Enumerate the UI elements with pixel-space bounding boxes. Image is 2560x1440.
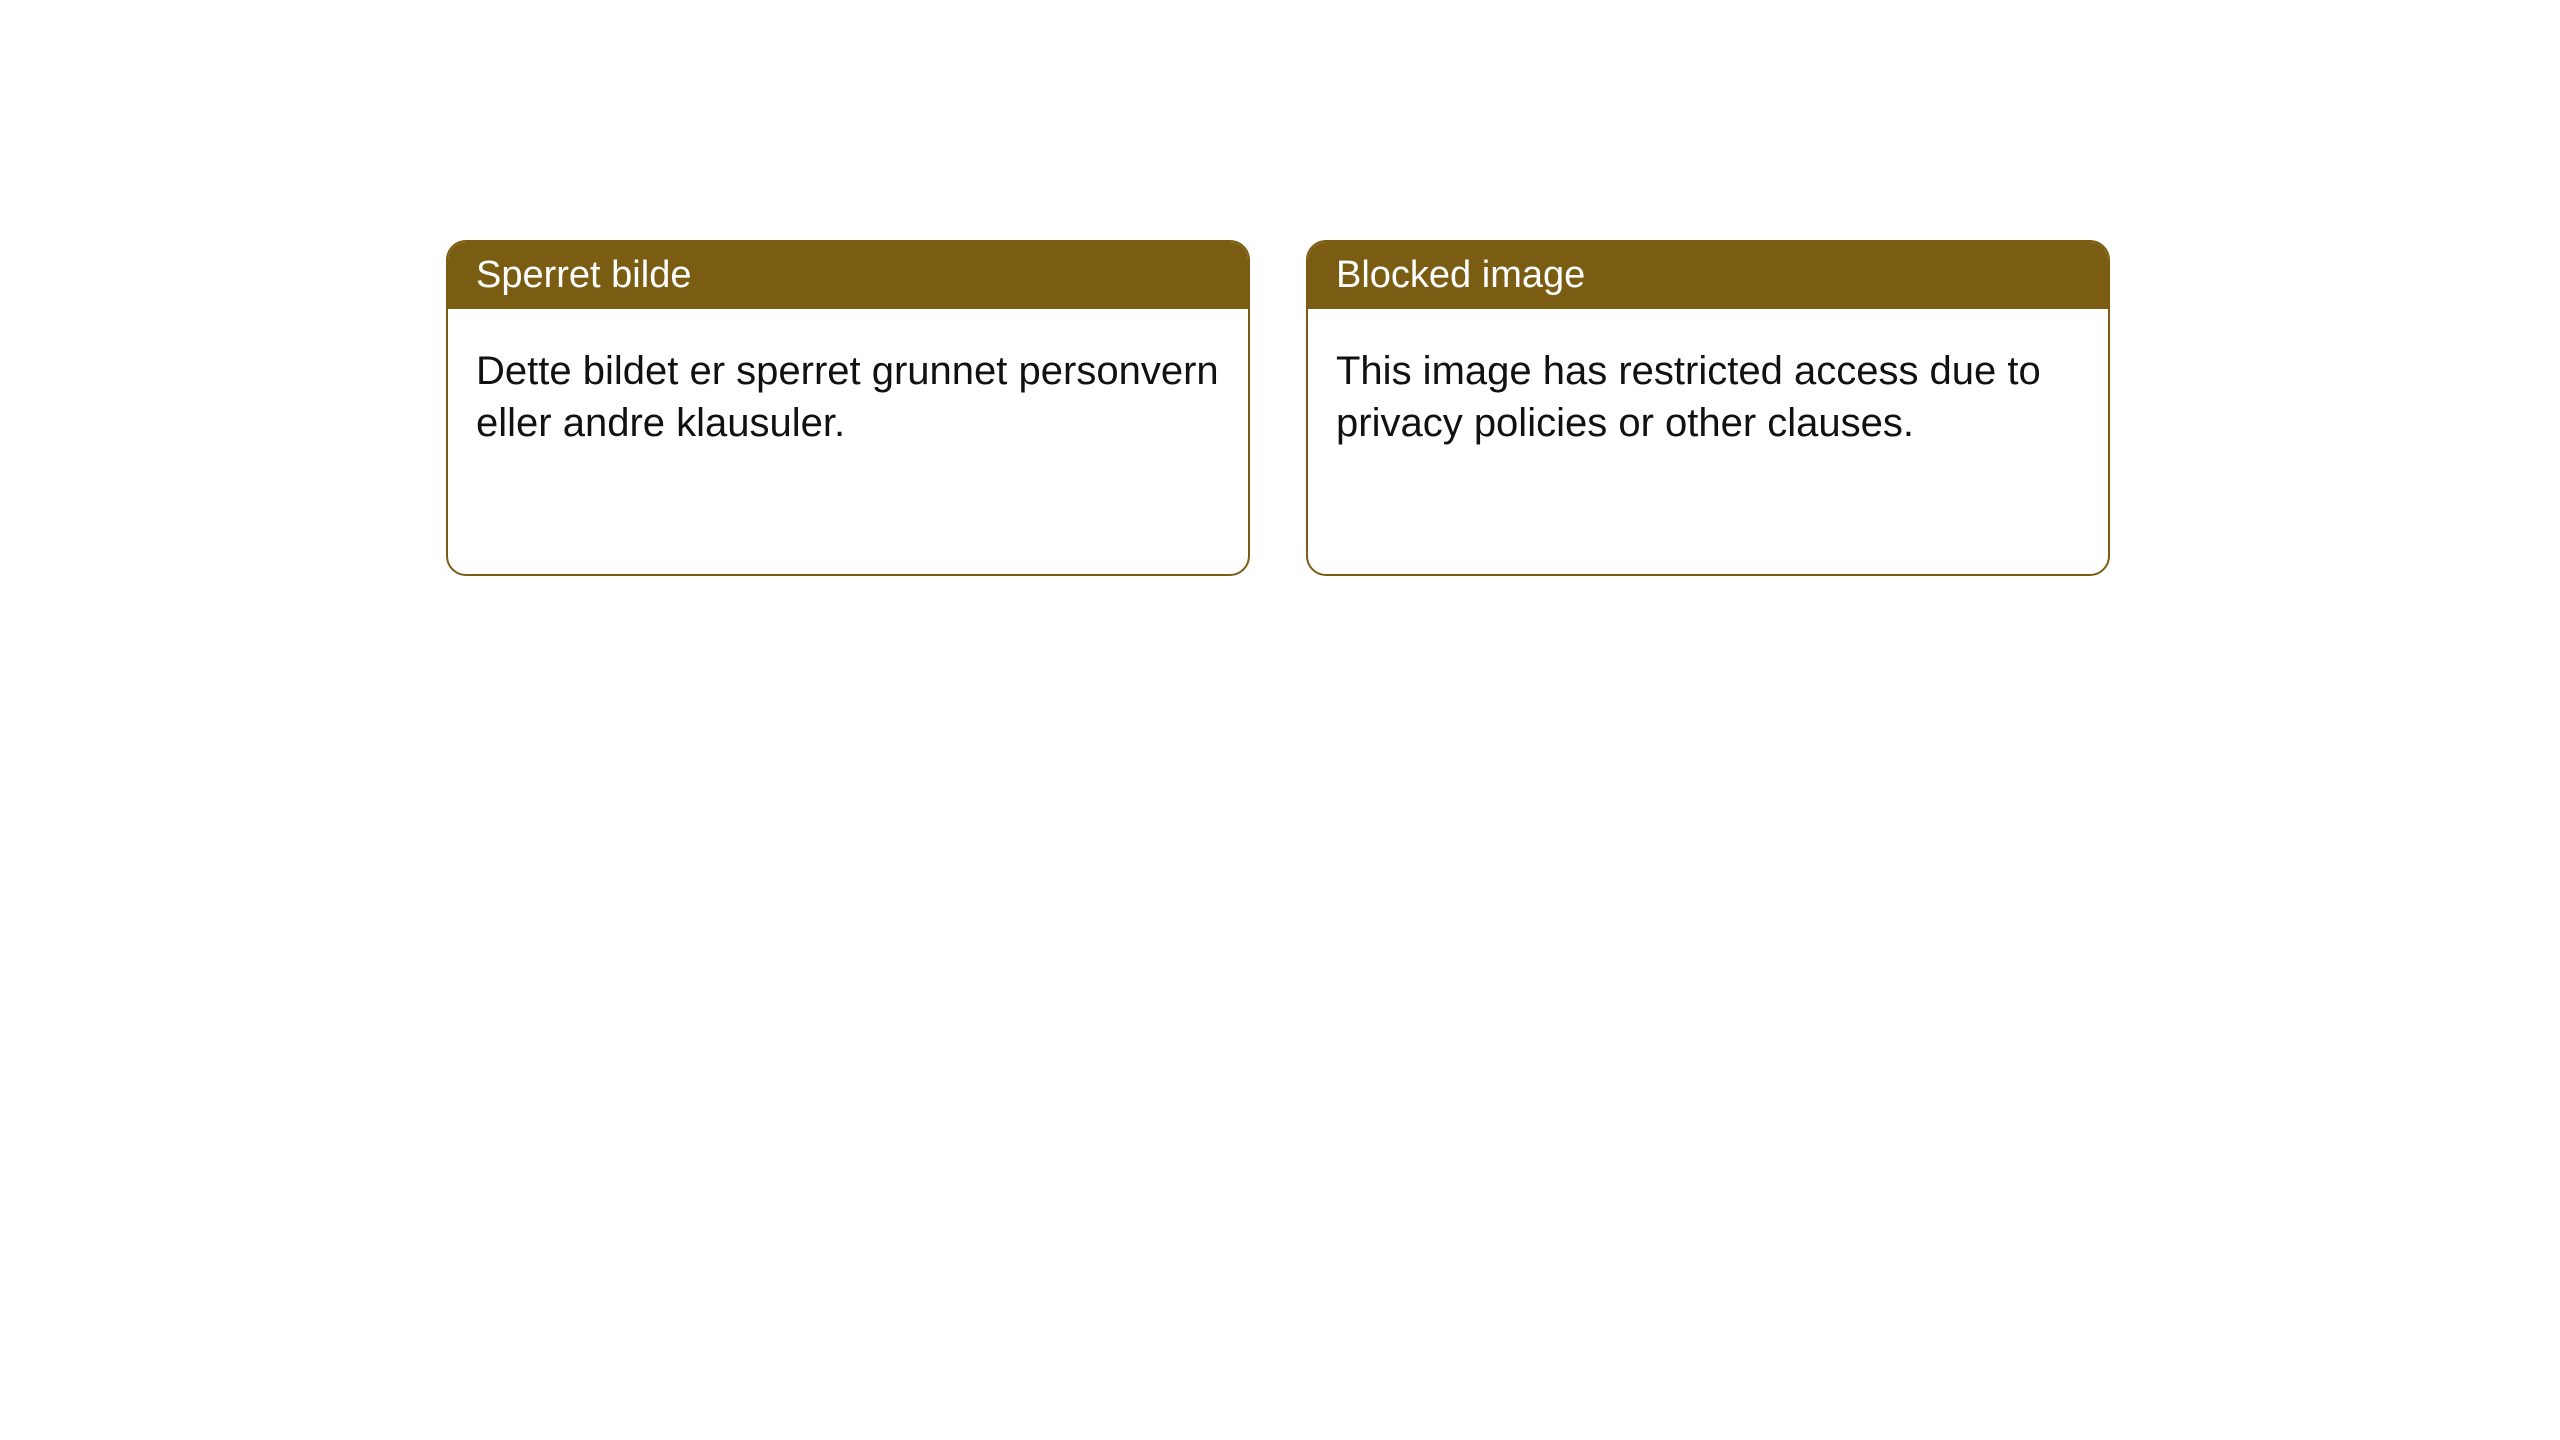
- blocked-image-card-no: Sperret bilde Dette bildet er sperret gr…: [446, 240, 1250, 576]
- cards-container: Sperret bilde Dette bildet er sperret gr…: [0, 0, 2560, 576]
- card-body-en: This image has restricted access due to …: [1308, 309, 2108, 485]
- blocked-image-card-en: Blocked image This image has restricted …: [1306, 240, 2110, 576]
- card-body-no: Dette bildet er sperret grunnet personve…: [448, 309, 1248, 485]
- card-header-no: Sperret bilde: [448, 242, 1248, 309]
- card-header-en: Blocked image: [1308, 242, 2108, 309]
